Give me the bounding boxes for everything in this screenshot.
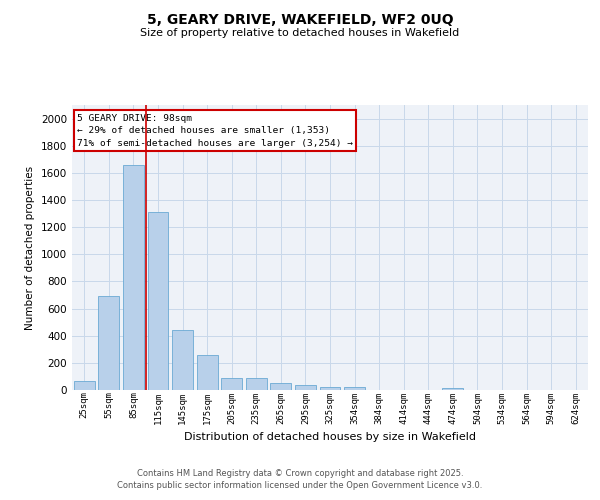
Text: 5 GEARY DRIVE: 98sqm
← 29% of detached houses are smaller (1,353)
71% of semi-de: 5 GEARY DRIVE: 98sqm ← 29% of detached h…	[77, 114, 353, 148]
Y-axis label: Number of detached properties: Number of detached properties	[25, 166, 35, 330]
Text: Contains HM Land Registry data © Crown copyright and database right 2025.
Contai: Contains HM Land Registry data © Crown c…	[118, 469, 482, 490]
Bar	[172, 330, 193, 390]
Text: Size of property relative to detached houses in Wakefield: Size of property relative to detached ho…	[140, 28, 460, 38]
Bar	[98, 296, 119, 390]
Bar	[197, 356, 218, 390]
Bar	[320, 386, 340, 390]
Bar	[246, 378, 267, 390]
Text: 5, GEARY DRIVE, WAKEFIELD, WF2 0UQ: 5, GEARY DRIVE, WAKEFIELD, WF2 0UQ	[146, 12, 454, 26]
Bar	[123, 164, 144, 390]
Bar	[74, 381, 95, 390]
Bar	[148, 212, 169, 390]
Bar	[295, 385, 316, 390]
X-axis label: Distribution of detached houses by size in Wakefield: Distribution of detached houses by size …	[184, 432, 476, 442]
Bar	[344, 388, 365, 390]
Bar	[221, 378, 242, 390]
Bar	[442, 388, 463, 390]
Bar	[271, 383, 292, 390]
